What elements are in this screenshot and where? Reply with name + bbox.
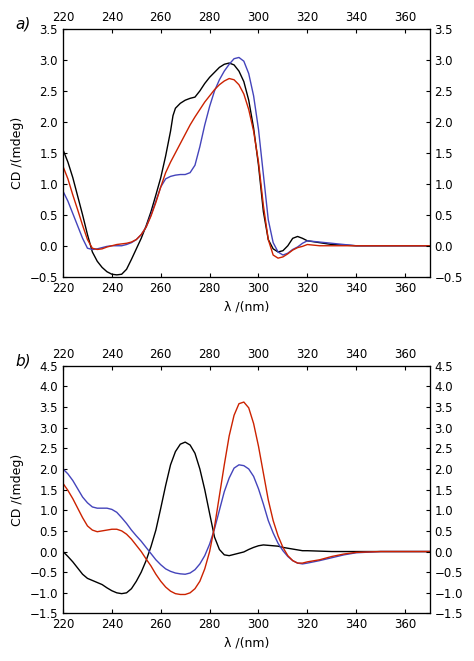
X-axis label: λ /(nm): λ /(nm) xyxy=(224,637,269,650)
Text: a): a) xyxy=(15,17,31,32)
Y-axis label: CD /(mdeg): CD /(mdeg) xyxy=(11,117,24,189)
Text: b): b) xyxy=(15,354,31,368)
Y-axis label: CD /(mdeg): CD /(mdeg) xyxy=(11,453,24,525)
X-axis label: λ /(nm): λ /(nm) xyxy=(224,300,269,313)
